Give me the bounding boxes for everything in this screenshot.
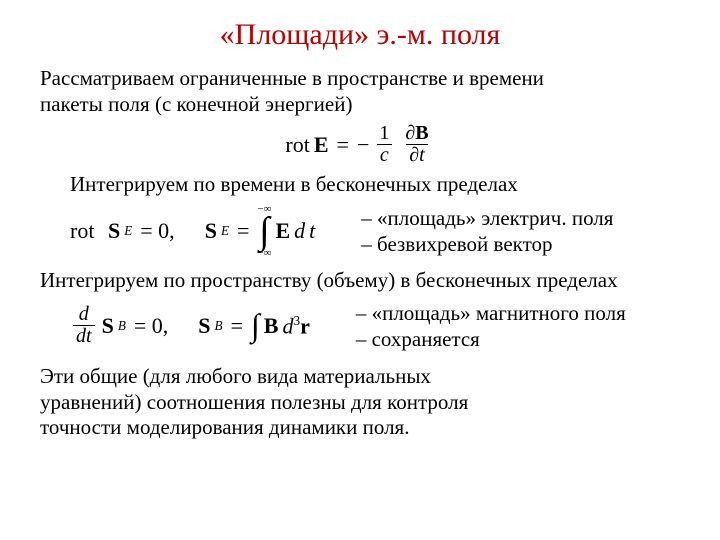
eq1-partial-top: ∂ [405, 122, 415, 144]
eq3-ddt-num: d [79, 303, 89, 325]
eq1-frac-dbdt: ∂B ∂t [402, 123, 431, 166]
eq2-d: d [294, 218, 305, 244]
notes-b: – «площадь» магнитного поля – сохраняетс… [356, 300, 626, 353]
outro-text: Эти общие (для любого вида материальных … [40, 364, 680, 441]
intro-text: Рассматриваем ограниченные в пространств… [40, 66, 680, 117]
eq1-frac1-num: 1 [376, 123, 392, 144]
eq3-part1: d dt SB = 0, [70, 304, 168, 347]
eq3-ddt-den-t: t [86, 325, 92, 347]
eq2-equals: = [237, 218, 249, 244]
intro-line-2: пакеты поля (с конечной энергией) [40, 92, 352, 116]
eq1-block: rot E = − 1 c ∂B ∂t [285, 123, 434, 166]
eq2-sub-e1: E [124, 223, 132, 239]
eq3-ddt-den-d: d [76, 325, 86, 347]
notes-e: – «площадь» электрич. поля – безвихревой… [361, 205, 613, 258]
equation-se-row: rot SE = 0, SE = −∞ ∫ −∞ E dt – «площадь… [70, 204, 680, 258]
eq2-rot: rot [70, 218, 94, 244]
eq1-frac-1c: 1 c [376, 123, 392, 166]
eq2-sub-e2: E [221, 223, 229, 239]
eq1-vec-e: E [314, 132, 329, 158]
eq3-d: d [282, 313, 293, 338]
eq2-vec-s2: S [205, 218, 217, 244]
note-e-area: – «площадь» электрич. поля [361, 206, 613, 230]
outro-line-3: точности моделирования динамики поля. [40, 415, 409, 439]
eq3-vec-s1: S [102, 313, 114, 339]
equation-rot-e: rot E = − 1 c ∂B ∂t [40, 123, 680, 166]
eq1-var-t: t [419, 144, 425, 166]
step-space-integrate: Интегрируем по пространству (объему) в б… [40, 268, 680, 294]
eq2-part1: rot SE = 0, [70, 218, 175, 244]
note-b-conserved: – сохраняется [356, 327, 480, 351]
eq2-vec-s1: S [108, 218, 120, 244]
eq2-rhs1: = 0, [140, 218, 174, 244]
equation-sb-row: d dt SB = 0, SB = ∫ B d3r – «площадь» ма… [70, 300, 680, 353]
eq3-sub-b2: B [215, 318, 223, 334]
slide: «Площади» э.-м. поля Рассматриваем огран… [0, 0, 720, 540]
eq2-vec-e: E [275, 218, 290, 244]
integral-icon: ∫ [259, 214, 269, 248]
eq3-ddt: d dt [73, 304, 95, 347]
slide-title: «Площади» э.-м. поля [40, 18, 680, 52]
outro-line-1: Эти общие (для любого вида материальных [40, 364, 431, 388]
eq2-part2: SE = −∞ ∫ −∞ E dt [205, 204, 316, 258]
eq1-vec-b: B [415, 122, 428, 144]
eq3-sub-b1: B [118, 318, 126, 334]
note-e-irrotational: – безвихревой вектор [361, 232, 552, 256]
eq1-frac1-den: c [380, 144, 389, 166]
eq3-part2: SB = ∫ B d3r [198, 313, 310, 339]
intro-line-1: Рассматриваем ограниченные в пространств… [40, 66, 544, 90]
eq3-rhs1: = 0, [134, 313, 168, 339]
eq2-var-t: t [309, 218, 315, 244]
eq3-vec-s2: S [198, 313, 210, 339]
eq1-equals: = [337, 132, 349, 158]
step-time-integrate: Интегрируем по времени в бесконечных пре… [70, 172, 680, 198]
eq3-var-r: r [300, 313, 310, 338]
note-b-area: – «площадь» магнитного поля [356, 301, 626, 325]
eq3-vec-b: B [264, 313, 279, 339]
eq3-equals: = [231, 313, 243, 339]
eq2-int-lower: −∞ [257, 248, 271, 258]
eq2-integral: −∞ ∫ −∞ [257, 204, 271, 258]
outro-line-2: уравнений) соотношения полезны для контр… [40, 390, 468, 414]
eq1-op: rot [285, 132, 309, 158]
eq1-minus: − [357, 132, 369, 158]
integral-icon: ∫ [251, 313, 260, 339]
eq1-partial-bot: ∂ [409, 144, 419, 166]
